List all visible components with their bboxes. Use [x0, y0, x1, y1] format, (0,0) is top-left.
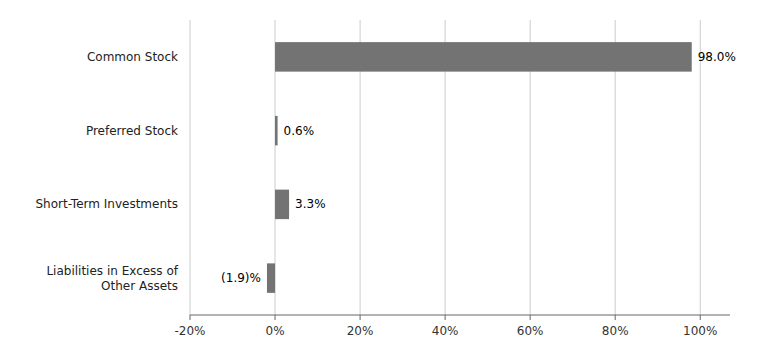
x-axis: -20% 0% 20% 40% 60% 80% 100%	[174, 315, 730, 338]
chart-svg: -20% 0% 20% 40% 60% 80% 100% 98.0% 0.6% 3.3% (1.9)…	[0, 0, 768, 360]
tick-mark	[275, 315, 276, 320]
category-label-line: Liabilities in Excess of	[46, 264, 178, 278]
category-label: Preferred Stock	[86, 124, 178, 138]
tick-label: 20%	[347, 324, 374, 338]
chart-container: -20% 0% 20% 40% 60% 80% 100% 98.0% 0.6% 3.3% (1.9)…	[0, 0, 768, 360]
grid-line	[700, 20, 701, 315]
x-axis-line	[190, 315, 730, 316]
tick-mark	[700, 315, 701, 320]
tick-mark	[360, 315, 361, 320]
category-label-line: Preferred Stock	[86, 124, 178, 138]
category-label-line: Short-Term Investments	[35, 197, 178, 211]
bar	[275, 116, 278, 146]
tick-label: 100%	[683, 324, 717, 338]
data-label: 0.6%	[284, 124, 315, 138]
bar	[267, 263, 275, 293]
y-axis: Common Stock Preferred Stock Short-Term In…	[35, 50, 178, 293]
tick-label: -20%	[174, 324, 205, 338]
grid-line	[190, 20, 191, 315]
tick-label: 0%	[266, 324, 285, 338]
tick-label: 60%	[517, 324, 544, 338]
tick-label: 40%	[432, 324, 459, 338]
category-label: Common Stock	[87, 50, 178, 64]
bar	[275, 42, 692, 72]
tick-label: 80%	[602, 324, 629, 338]
category-label-line: Other Assets	[101, 279, 178, 293]
category-label: Short-Term Investments	[35, 197, 178, 211]
data-label: 98.0%	[698, 50, 736, 64]
tick-mark	[190, 315, 191, 320]
tick-mark	[615, 315, 616, 320]
data-label: (1.9)%	[221, 271, 261, 285]
bars	[267, 42, 692, 293]
bar	[275, 190, 289, 220]
data-label: 3.3%	[295, 197, 326, 211]
data-labels: 98.0% 0.6% 3.3% (1.9)%	[221, 50, 736, 285]
category-label-line: Common Stock	[87, 50, 178, 64]
tick-mark	[445, 315, 446, 320]
grid	[190, 20, 700, 315]
tick-mark	[530, 315, 531, 320]
category-label: Liabilities in Excess ofOther Assets	[46, 264, 178, 293]
